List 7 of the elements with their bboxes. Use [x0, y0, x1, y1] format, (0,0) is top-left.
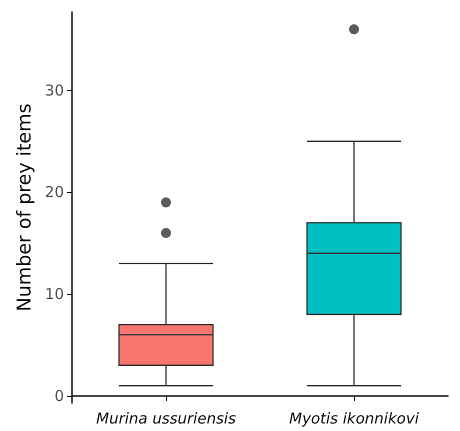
x-tick-label: Murina ussuriensis — [96, 410, 236, 428]
y-tick-label: 0 — [54, 386, 64, 405]
y-tick-label: 20 — [44, 183, 64, 202]
y-tick-label: 10 — [44, 285, 64, 304]
x-tick-label: Myotis ikonnikovi — [289, 410, 420, 428]
y-tick-label: 30 — [44, 81, 64, 100]
y-axis-title: Number of prey items — [14, 104, 36, 312]
